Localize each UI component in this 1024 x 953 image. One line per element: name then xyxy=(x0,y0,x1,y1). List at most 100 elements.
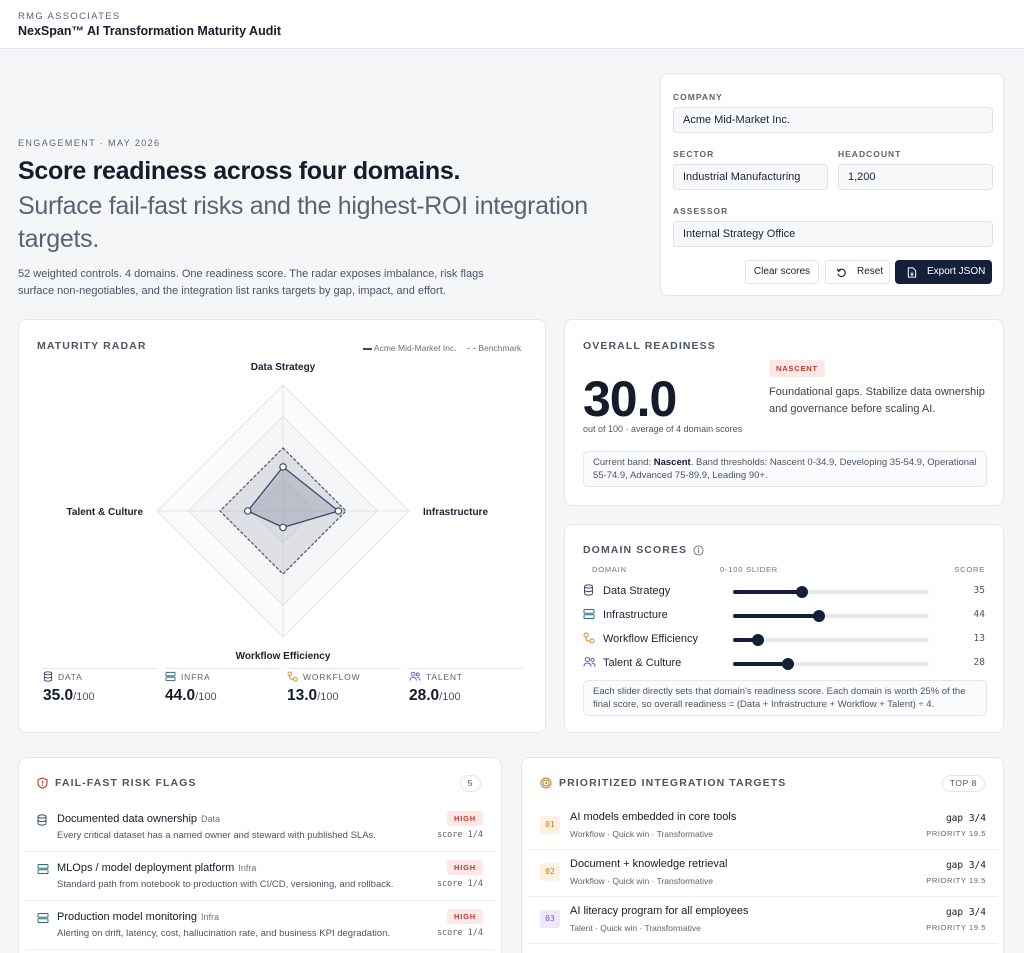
risk-row[interactable]: Production model monitoring Infra Alertin… xyxy=(25,902,495,950)
domain-scores-title: DOMAIN SCORES xyxy=(583,544,688,556)
readiness-title: OVERALL READINESS xyxy=(583,340,716,352)
target-priority: PRIORITY 19.5 xyxy=(926,829,986,838)
hero: ENGAGEMENT · MAY 2026 Score readiness ac… xyxy=(18,138,638,300)
slider-handle[interactable] xyxy=(813,610,826,622)
reset-button[interactable]: Reset xyxy=(825,260,890,284)
slider-handle[interactable] xyxy=(752,634,765,646)
risk-level-badge: HIGH xyxy=(447,860,483,875)
page-headline: Score readiness across four domains. xyxy=(18,157,461,185)
export-json-button[interactable]: Export JSON xyxy=(895,260,992,284)
risk-title: MLOps / model deployment platform xyxy=(57,862,235,874)
legend-company-swatch xyxy=(363,347,372,350)
info-icon[interactable] xyxy=(693,544,704,556)
target-rank: 03 xyxy=(540,910,560,928)
headcount-label: HEADCOUNT xyxy=(838,149,902,159)
target-row[interactable]: 03 AI literacy program for all employees… xyxy=(528,897,998,944)
target-row[interactable]: 01 AI models embedded in core tools Work… xyxy=(528,803,998,850)
risk-flags-card: FAIL-FAST RISK FLAGS 5 Documented data o… xyxy=(18,757,502,953)
domain-score: 44 xyxy=(973,609,985,620)
headcount-input[interactable]: 1,200 xyxy=(838,164,993,190)
target-title: AI models embedded in core tools xyxy=(570,811,737,823)
assessor-label: ASSESSOR xyxy=(673,206,729,216)
radar-company-point xyxy=(243,507,252,515)
server-icon xyxy=(583,609,595,619)
stat-divider xyxy=(165,668,279,669)
target-row[interactable]: 02 Document + knowledge retrieval Workfl… xyxy=(528,850,998,897)
domain-slider[interactable] xyxy=(733,634,929,646)
stat-workflow-unit: /100 xyxy=(317,691,339,703)
risk-domain-tag: Infra xyxy=(201,912,220,922)
target-gap: gap 3/4 xyxy=(945,860,986,871)
domain-slider[interactable] xyxy=(733,658,929,670)
risk-description: Standard path from notebook to productio… xyxy=(57,879,394,890)
stat-data-unit: /100 xyxy=(73,691,95,703)
stat-talent-label: TALENT xyxy=(426,671,463,682)
readiness-description: Foundational gaps. Stabilize data owners… xyxy=(769,386,985,415)
stat-data-value: 35.0 xyxy=(43,687,74,704)
company-label: COMPANY xyxy=(673,92,723,102)
risk-row[interactable]: MLOps / model deployment platform Infra S… xyxy=(25,853,495,901)
radar-legend: Acme Mid-Market Inc. Benchmark xyxy=(363,343,521,353)
risk-row[interactable]: Documented data ownership Data Every crit… xyxy=(25,804,495,852)
people-icon xyxy=(583,657,596,667)
sector-input[interactable]: Industrial Manufacturing xyxy=(673,164,828,190)
risk-domain-tag: Data xyxy=(201,814,221,824)
note-prefix: Current band: xyxy=(593,457,654,468)
engagement-eyebrow: ENGAGEMENT · MAY 2026 xyxy=(18,138,161,148)
stat-infra-unit: /100 xyxy=(195,691,217,703)
target-title: Document + knowledge retrieval xyxy=(570,858,728,870)
risk-domain-tag: Infra xyxy=(238,863,257,873)
stat-talent-unit: /100 xyxy=(439,691,461,703)
domain-row-infrastructure: Infrastructure 44 xyxy=(583,605,985,625)
target-icon xyxy=(540,777,552,789)
target-meta: Talent · Quick win · Transformative xyxy=(570,923,701,933)
database-icon xyxy=(43,671,53,682)
server-icon xyxy=(165,671,176,682)
domain-slider[interactable] xyxy=(733,610,929,622)
radar-axis-label: Infrastructure xyxy=(423,507,488,518)
radar-axis-label: Data Strategy xyxy=(251,362,316,373)
risk-score: score 1/4 xyxy=(436,928,483,938)
stat-data: DATA 35.0/100 xyxy=(43,668,157,705)
note-band: Nascent xyxy=(653,457,691,468)
top-bar: RMG ASSOCIATES NexSpan™ AI Transformatio… xyxy=(0,0,1024,49)
slider-handle[interactable] xyxy=(781,658,794,670)
people-icon xyxy=(409,671,421,681)
domain-row-data-strategy: Data Strategy 35 xyxy=(583,581,985,601)
stat-infra: INFRA 44.0/100 xyxy=(165,668,279,705)
slider-handle[interactable] xyxy=(795,586,808,598)
clear-scores-button[interactable]: Clear scores xyxy=(745,260,819,284)
risk-description: Alerting on drift, latency, cost, halluc… xyxy=(57,928,391,939)
radar-axis-label: Workflow Efficiency xyxy=(236,651,331,662)
domain-slider[interactable] xyxy=(733,586,929,598)
risk-flags-title: FAIL-FAST RISK FLAGS xyxy=(55,777,197,789)
slider-fill xyxy=(733,638,759,642)
stat-infra-value: 44.0 xyxy=(165,687,196,704)
company-form-card: COMPANY Acme Mid-Market Inc. SECTOR Indu… xyxy=(660,73,1004,296)
shield-alert-icon xyxy=(37,777,48,789)
target-meta: Workflow · Quick win · Transformative xyxy=(570,829,713,839)
stat-divider xyxy=(43,668,157,669)
domain-row-workflow-efficiency: Workflow Efficiency 13 xyxy=(583,629,985,649)
assessor-input[interactable]: Internal Strategy Office xyxy=(673,221,993,247)
workflow-icon xyxy=(287,671,298,682)
targets-header: PRIORITIZED INTEGRATION TARGETS xyxy=(540,777,786,789)
domain-name: Infrastructure xyxy=(603,609,668,621)
risk-flags-header: FAIL-FAST RISK FLAGS xyxy=(37,777,197,789)
domain-scores-note: Each slider directly sets that domain's … xyxy=(583,680,987,716)
domain-name: Data Strategy xyxy=(603,585,671,597)
target-meta: Workflow · Quick win · Transformative xyxy=(570,876,713,886)
target-priority: PRIORITY 19.5 xyxy=(926,923,986,932)
stat-workflow-value: 13.0 xyxy=(287,687,318,704)
company-input[interactable]: Acme Mid-Market Inc. xyxy=(673,107,993,133)
reset-icon xyxy=(836,268,846,278)
targets-title: PRIORITIZED INTEGRATION TARGETS xyxy=(559,777,787,789)
risk-title: Production model monitoring xyxy=(57,911,198,923)
stat-talent: TALENT 28.0/100 xyxy=(409,668,523,705)
target-gap: gap 3/4 xyxy=(945,907,986,918)
risk-level-badge: HIGH xyxy=(447,909,483,924)
brand-name: RMG ASSOCIATES xyxy=(18,11,121,22)
server-icon xyxy=(37,913,49,923)
integration-targets-card: PRIORITIZED INTEGRATION TARGETS TOP 8 01… xyxy=(521,757,1004,953)
risk-count-badge: 5 xyxy=(459,775,481,792)
